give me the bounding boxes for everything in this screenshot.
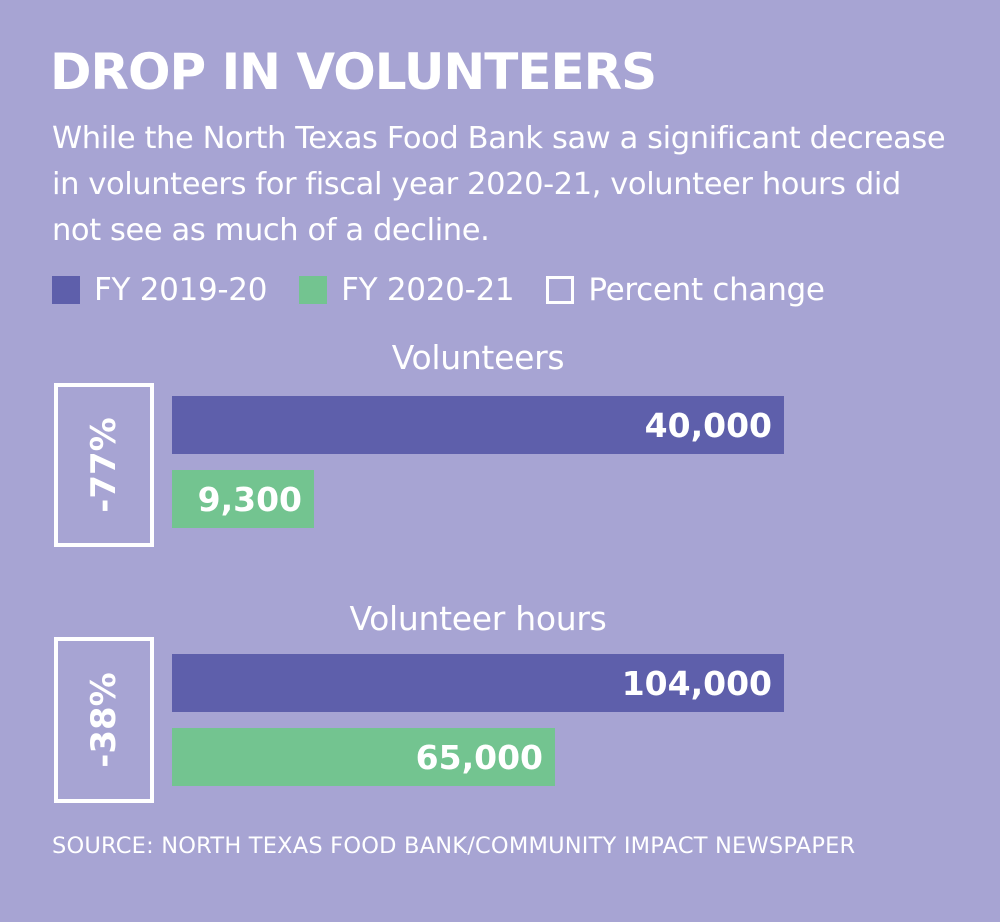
legend-label-percent-change: Percent change	[588, 272, 825, 308]
panel-title-volunteers: Volunteers	[391, 338, 565, 377]
bar-label-volunteer-hours-fy2020: 65,000	[415, 737, 543, 777]
percent-change-volunteers: -77%	[84, 417, 124, 513]
bar-label-volunteers-fy2020: 9,300	[197, 479, 302, 519]
chart-subtitle: While the North Texas Food Bank saw a si…	[52, 121, 946, 248]
bar-label-volunteer-hours-fy2019: 104,000	[621, 663, 772, 703]
legend-item-fy2020: FY 2020-21	[299, 272, 515, 308]
legend-swatch-percent-change	[546, 276, 575, 304]
bar-volunteer-hours-fy2020: 65,000	[172, 728, 555, 786]
source-note: SOURCE: NORTH TEXAS FOOD BANK/COMMUNITY …	[52, 833, 856, 859]
percent-change-box-volunteers: -77%	[54, 383, 154, 547]
chart-title: DROP IN VOLUNTEERS	[50, 43, 657, 101]
legend-label-fy2020: FY 2020-21	[341, 272, 515, 308]
legend-swatch-fy2019	[52, 276, 80, 304]
bar-label-volunteers-fy2019: 40,000	[644, 405, 772, 445]
legend-label-fy2019: FY 2019-20	[94, 272, 268, 308]
bar-volunteer-hours-fy2019: 104,000	[172, 654, 784, 712]
bar-volunteers-fy2019: 40,000	[172, 396, 784, 454]
legend-item-percent-change: Percent change	[546, 272, 825, 308]
percent-change-box-volunteer-hours: -38%	[54, 637, 154, 803]
panel-title-volunteer-hours: Volunteer hours	[349, 599, 607, 638]
percent-change-volunteer-hours: -38%	[84, 672, 124, 768]
legend-swatch-fy2020	[299, 276, 328, 304]
bar-volunteers-fy2020: 9,300	[172, 470, 314, 528]
legend: FY 2019-20 FY 2020-21 Percent change	[52, 268, 857, 312]
legend-item-fy2019: FY 2019-20	[52, 272, 267, 308]
